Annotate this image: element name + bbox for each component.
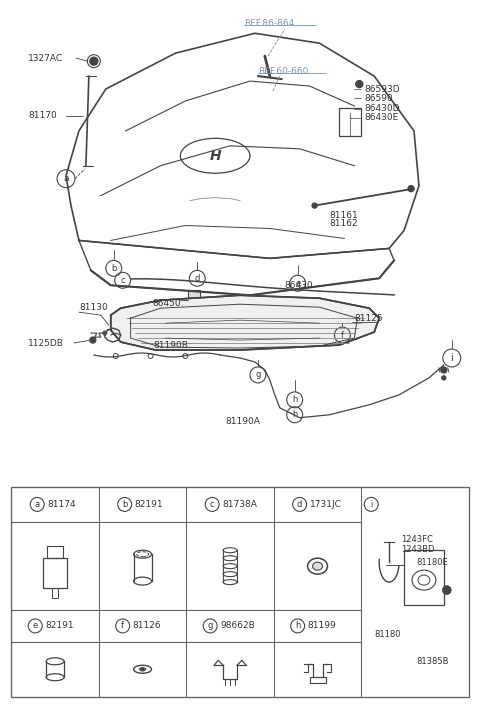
Text: g: g (207, 621, 213, 630)
Text: 81190A: 81190A (225, 417, 260, 426)
Text: c: c (210, 500, 215, 509)
Text: h: h (292, 411, 298, 419)
Text: a: a (63, 174, 69, 183)
Circle shape (441, 367, 447, 373)
Text: e: e (33, 621, 38, 630)
Bar (47, 546, 63, 558)
Text: 81161: 81161 (329, 211, 358, 220)
Text: 81738A: 81738A (222, 500, 257, 509)
Text: 81170: 81170 (28, 111, 57, 121)
Bar (12, 488, 468, 697)
Text: 86450: 86450 (153, 298, 181, 308)
Text: g: g (255, 370, 261, 379)
Text: 81190B: 81190B (154, 340, 188, 350)
Bar (188, 290, 200, 300)
Text: 86430E: 86430E (364, 113, 398, 123)
Text: 81174: 81174 (47, 500, 76, 509)
Text: 81126: 81126 (132, 621, 161, 630)
Circle shape (103, 331, 107, 335)
Text: e: e (295, 279, 300, 288)
Text: h: h (292, 396, 298, 404)
Text: 1243BD: 1243BD (401, 545, 434, 554)
Text: d: d (194, 274, 200, 283)
Text: 86590: 86590 (364, 94, 393, 103)
Text: 1327AC: 1327AC (28, 54, 63, 62)
Text: b: b (111, 264, 117, 273)
Text: 81180: 81180 (374, 630, 401, 640)
Text: REF.60-660: REF.60-660 (258, 67, 308, 76)
Circle shape (141, 668, 144, 671)
Bar (43, 558, 67, 588)
Text: 86593D: 86593D (364, 84, 400, 94)
Text: i: i (370, 500, 372, 509)
Text: REF.86-864: REF.86-864 (244, 19, 294, 28)
Text: 86430: 86430 (285, 281, 313, 290)
Circle shape (443, 586, 451, 594)
Text: a: a (35, 500, 40, 509)
Text: 81130: 81130 (79, 303, 108, 312)
Text: f: f (121, 621, 124, 630)
Circle shape (356, 81, 363, 87)
Text: 98662B: 98662B (220, 621, 255, 630)
Bar (339, 108, 361, 136)
Ellipse shape (312, 562, 323, 570)
Bar (404, 550, 444, 605)
Text: 1243FC: 1243FC (401, 535, 433, 544)
Circle shape (90, 337, 96, 343)
Text: 1731JC: 1731JC (310, 500, 341, 509)
Text: i: i (450, 353, 453, 363)
Text: h: h (295, 621, 300, 630)
Circle shape (90, 57, 98, 65)
Text: 81385B: 81385B (416, 657, 448, 666)
Text: 82191: 82191 (134, 500, 163, 509)
Text: 81125: 81125 (354, 313, 383, 323)
Text: d: d (297, 500, 302, 509)
Text: 1125DB: 1125DB (28, 338, 64, 347)
Text: 81180E: 81180E (416, 558, 448, 566)
Text: b: b (122, 500, 127, 509)
Text: c: c (120, 276, 125, 285)
Circle shape (312, 203, 317, 208)
Text: 81162: 81162 (329, 219, 358, 228)
Text: 86430D: 86430D (364, 104, 400, 113)
Text: 82191: 82191 (45, 621, 74, 630)
Circle shape (442, 376, 446, 380)
Text: H: H (209, 149, 221, 163)
Circle shape (408, 186, 414, 191)
Polygon shape (111, 295, 379, 350)
Text: 81199: 81199 (308, 621, 336, 630)
Text: f: f (341, 330, 344, 340)
